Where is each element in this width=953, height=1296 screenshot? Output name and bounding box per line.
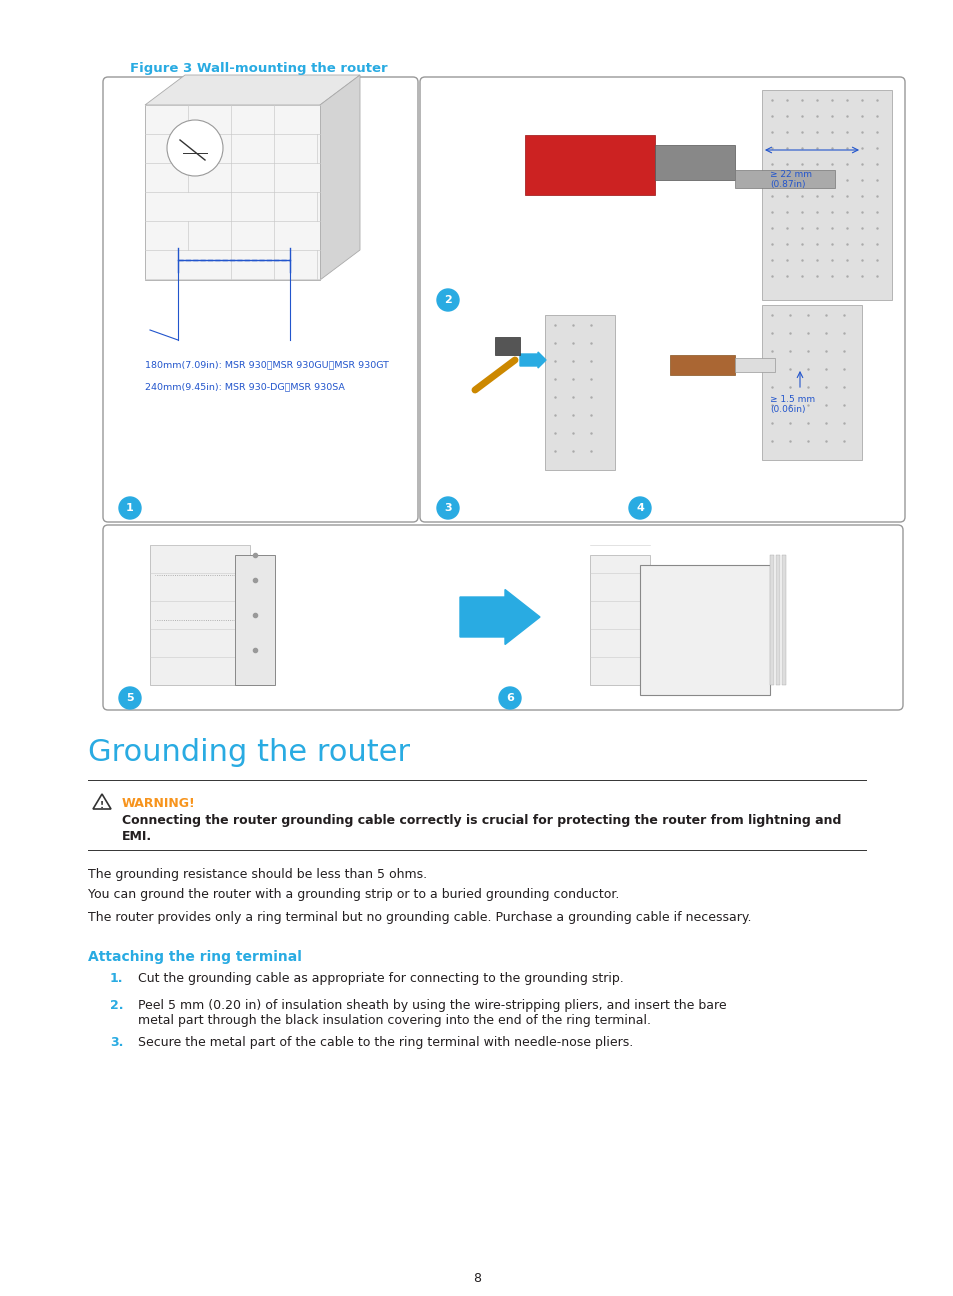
Bar: [761, 89, 891, 299]
Polygon shape: [145, 105, 319, 280]
Bar: [775, 555, 780, 686]
Circle shape: [167, 121, 223, 176]
Circle shape: [436, 496, 458, 518]
Polygon shape: [92, 794, 111, 809]
Circle shape: [436, 289, 458, 311]
Bar: [769, 555, 773, 686]
Text: 1.: 1.: [110, 972, 123, 985]
Text: Figure 3 Wall-mounting the router: Figure 3 Wall-mounting the router: [130, 62, 387, 75]
Bar: [669, 355, 734, 375]
Bar: [781, 555, 785, 686]
Text: Attaching the ring terminal: Attaching the ring terminal: [88, 950, 301, 964]
Bar: [734, 358, 774, 372]
Text: You can ground the router with a grounding strip or to a buried grounding conduc: You can ground the router with a groundi…: [88, 888, 618, 901]
Text: 2.: 2.: [110, 999, 123, 1012]
Bar: [734, 170, 834, 188]
Text: 2: 2: [444, 295, 452, 305]
Text: ≥ 1.5 mm
(0.06in): ≥ 1.5 mm (0.06in): [769, 395, 814, 415]
FancyBboxPatch shape: [103, 525, 902, 710]
Bar: [655, 145, 734, 180]
Circle shape: [628, 496, 650, 518]
FancyBboxPatch shape: [419, 76, 904, 522]
FancyBboxPatch shape: [103, 76, 417, 522]
Text: 6: 6: [505, 693, 514, 702]
Text: !: !: [100, 801, 104, 810]
Text: 8: 8: [473, 1271, 480, 1286]
Polygon shape: [150, 546, 250, 686]
Text: 4: 4: [636, 503, 643, 513]
Text: Connecting the router grounding cable correctly is crucial for protecting the ro: Connecting the router grounding cable co…: [122, 814, 841, 827]
Text: Secure the metal part of the cable to the ring terminal with needle-nose pliers.: Secure the metal part of the cable to th…: [138, 1036, 633, 1048]
Bar: [234, 555, 274, 686]
Text: EMI.: EMI.: [122, 829, 152, 842]
Text: 3: 3: [444, 503, 452, 513]
Bar: [524, 135, 655, 194]
FancyArrow shape: [519, 353, 545, 368]
Bar: [589, 555, 649, 686]
Bar: [495, 337, 519, 355]
Text: metal part through the black insulation covering into the end of the ring termin: metal part through the black insulation …: [138, 1013, 650, 1026]
Text: WARNING!: WARNING!: [122, 797, 195, 810]
Text: 240mm(9.45in): MSR 930-DG、MSR 930SA: 240mm(9.45in): MSR 930-DG、MSR 930SA: [145, 382, 345, 391]
Text: The router provides only a ring terminal but no grounding cable. Purchase a grou: The router provides only a ring terminal…: [88, 911, 751, 924]
Polygon shape: [319, 75, 359, 280]
Text: 3.: 3.: [110, 1036, 123, 1048]
Text: ≥ 22 mm
(0.87in): ≥ 22 mm (0.87in): [769, 170, 811, 189]
Circle shape: [119, 496, 141, 518]
Bar: [761, 305, 862, 460]
Text: Cut the grounding cable as appropriate for connecting to the grounding strip.: Cut the grounding cable as appropriate f…: [138, 972, 623, 985]
Text: 5: 5: [126, 693, 133, 702]
Text: The grounding resistance should be less than 5 ohms.: The grounding resistance should be less …: [88, 868, 427, 881]
Bar: [544, 315, 615, 470]
Text: 1: 1: [126, 503, 133, 513]
FancyArrow shape: [459, 590, 539, 644]
Text: Peel 5 mm (0.20 in) of insulation sheath by using the wire-stripping pliers, and: Peel 5 mm (0.20 in) of insulation sheath…: [138, 999, 726, 1012]
Bar: [639, 565, 769, 695]
Polygon shape: [145, 75, 359, 105]
Text: Grounding the router: Grounding the router: [88, 737, 410, 767]
Circle shape: [119, 687, 141, 709]
Text: 180mm(7.09in): MSR 930、MSR 930GU、MSR 930GT: 180mm(7.09in): MSR 930、MSR 930GU、MSR 930…: [145, 360, 389, 369]
Circle shape: [498, 687, 520, 709]
